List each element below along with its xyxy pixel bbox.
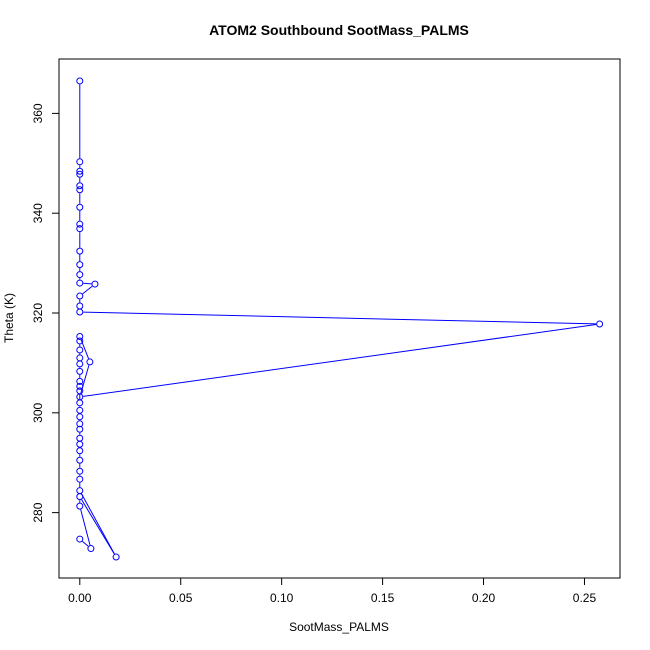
data-point <box>76 167 84 175</box>
x-tick-label: 0.15 <box>371 591 395 605</box>
series-line-segment <box>82 285 93 295</box>
data-point <box>112 553 120 561</box>
data-point <box>76 170 84 178</box>
series-points-group <box>76 77 604 561</box>
data-point <box>76 420 84 428</box>
y-axis: 280 300 320 340 360 <box>31 103 60 523</box>
data-point <box>76 502 84 510</box>
data-point <box>76 182 84 190</box>
y-tick-label: 360 <box>31 103 45 123</box>
data-point <box>76 279 84 287</box>
data-point <box>76 346 84 354</box>
x-tick-label: 0.10 <box>270 591 294 605</box>
data-point <box>76 425 84 433</box>
data-point <box>76 387 84 395</box>
x-tick-label: 0.05 <box>169 591 193 605</box>
data-point <box>76 186 84 194</box>
x-axis-label: SootMass_PALMS <box>289 620 389 634</box>
data-point <box>76 367 84 375</box>
data-point <box>596 320 604 328</box>
data-point <box>76 77 84 85</box>
data-point <box>76 158 84 166</box>
series-line-segment <box>81 493 115 555</box>
data-point <box>76 247 84 255</box>
data-point <box>76 475 84 483</box>
series-line-segment <box>83 323 597 397</box>
data-point <box>76 382 84 390</box>
data-point <box>76 413 84 421</box>
data-point <box>76 332 84 340</box>
series-line-segment <box>83 311 597 325</box>
data-point <box>76 467 84 475</box>
data-point <box>76 271 84 279</box>
data-point <box>76 456 84 464</box>
data-point <box>76 292 84 300</box>
x-axis: 0.00 0.05 0.10 0.15 0.20 0.25 <box>68 577 597 605</box>
data-point <box>86 358 94 366</box>
series-line-segment <box>82 540 89 547</box>
data-point <box>76 399 84 407</box>
series-line-segment <box>80 509 91 546</box>
data-point <box>76 308 84 316</box>
data-point <box>76 360 84 368</box>
x-tick-label: 0.00 <box>68 591 92 605</box>
data-point <box>76 493 84 501</box>
data-point <box>76 377 84 385</box>
data-point <box>76 203 84 211</box>
y-axis-label: Theta (K) <box>2 293 16 343</box>
data-point <box>76 535 84 543</box>
data-point <box>76 261 84 269</box>
y-tick-label: 320 <box>31 303 45 323</box>
y-tick-label: 340 <box>31 203 45 223</box>
data-point <box>87 545 95 553</box>
y-tick-label: 280 <box>31 502 45 522</box>
data-point <box>76 225 84 233</box>
data-point <box>76 447 84 455</box>
y-tick-label: 300 <box>31 402 45 422</box>
chart-title: ATOM2 Southbound SootMass_PALMS <box>209 22 469 38</box>
data-point <box>76 337 84 345</box>
data-point <box>76 220 84 228</box>
series-line-segment <box>83 282 92 285</box>
series-line-segment <box>81 499 115 555</box>
x-tick-label: 0.25 <box>573 591 597 605</box>
data-point <box>91 280 99 288</box>
x-tick-label: 0.20 <box>472 591 496 605</box>
